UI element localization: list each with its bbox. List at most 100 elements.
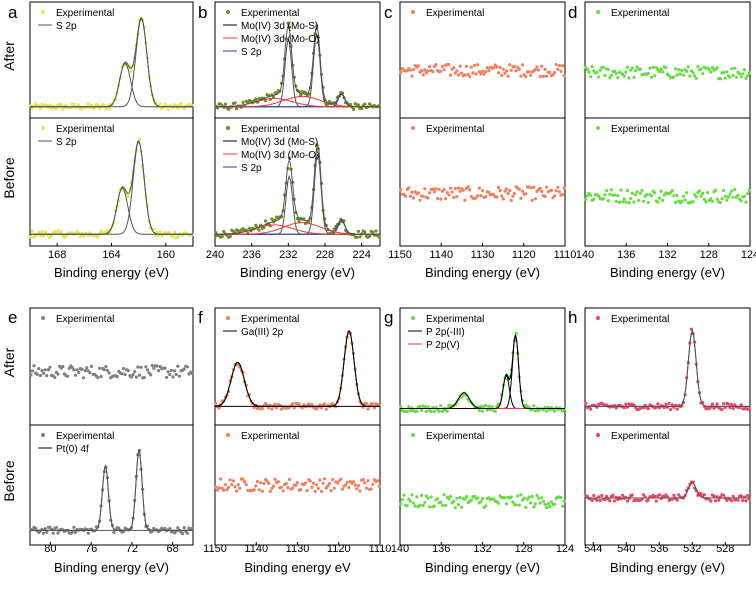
data-point <box>131 373 135 377</box>
fit-component-line <box>400 374 565 409</box>
data-point <box>485 408 489 412</box>
data-point <box>501 197 505 201</box>
data-point <box>352 480 356 484</box>
data-point <box>533 67 538 72</box>
data-point <box>432 409 436 414</box>
data-point <box>545 409 549 413</box>
data-point <box>440 64 445 68</box>
data-point <box>190 526 194 530</box>
data-point <box>584 197 588 201</box>
data-point <box>32 364 36 368</box>
data-point <box>469 498 473 502</box>
data-point <box>723 194 727 198</box>
data-point <box>707 68 711 72</box>
data-point <box>305 488 309 493</box>
subplot-e-before: Experimental Pt(0) 4f <box>29 424 194 546</box>
data-point <box>48 365 52 369</box>
data-point <box>96 376 100 380</box>
data-point <box>739 199 743 203</box>
legend-marker <box>41 316 45 320</box>
data-point <box>516 494 520 498</box>
tick-label: 140 <box>391 543 409 555</box>
data-point <box>294 483 298 487</box>
legend-label: P 2p(-III) <box>426 327 465 338</box>
tick-label: 124 <box>556 543 574 555</box>
data-point <box>112 530 116 535</box>
data-point <box>270 407 274 411</box>
data-point <box>332 486 336 490</box>
data-point <box>456 73 461 77</box>
data-point <box>541 499 546 503</box>
data-point <box>428 65 432 69</box>
data-point <box>255 479 260 484</box>
data-point <box>61 364 65 369</box>
data-point <box>710 402 715 406</box>
legend-label: Ga(III) 2p <box>241 327 284 338</box>
legend-marker <box>41 10 45 14</box>
data-point <box>424 409 428 413</box>
data-point <box>529 186 533 190</box>
data-point <box>747 71 751 75</box>
data-point <box>287 477 292 482</box>
legend-label: S 2p <box>56 137 77 148</box>
data-point <box>252 488 256 492</box>
data-point <box>747 407 751 411</box>
data-point <box>412 501 416 505</box>
data-point <box>29 235 33 239</box>
data-point <box>452 195 456 200</box>
data-point <box>476 194 480 198</box>
subplot-f-before: Experimental <box>214 424 381 546</box>
data-point <box>659 67 663 71</box>
data-point <box>710 66 715 70</box>
data-point <box>89 364 94 368</box>
data-point <box>746 74 750 78</box>
panel-label-h: h <box>568 308 577 327</box>
data-point <box>347 485 351 490</box>
data-point <box>171 375 175 379</box>
data-point <box>223 483 227 487</box>
data-point <box>436 497 440 501</box>
data-point <box>654 499 658 503</box>
data-point <box>356 229 360 233</box>
data-point <box>627 76 631 80</box>
data-point <box>517 503 521 507</box>
data-point <box>556 185 560 189</box>
data-point <box>670 403 674 407</box>
data-point <box>672 493 676 498</box>
data-point <box>501 67 505 71</box>
panel-label-d: d <box>568 3 577 22</box>
data-point <box>444 503 448 508</box>
data-point <box>712 494 716 498</box>
data-point <box>677 68 681 72</box>
tick-label: 224 <box>352 249 370 261</box>
legend-marker <box>411 316 415 320</box>
data-point <box>472 494 477 498</box>
data-point <box>219 477 223 481</box>
data-point <box>715 197 719 201</box>
data-point <box>630 191 634 195</box>
data-point <box>722 71 726 75</box>
data-point <box>360 107 364 111</box>
legend-marker <box>596 10 600 14</box>
tick-label: 1150 <box>203 543 227 555</box>
data-point <box>484 70 488 74</box>
tick-label: 228 <box>316 249 334 261</box>
data-point <box>590 498 594 502</box>
data-point <box>496 185 501 190</box>
data-point <box>736 193 740 197</box>
data-point <box>37 367 41 371</box>
fit-envelope-line <box>400 334 565 409</box>
data-point <box>656 67 660 72</box>
data-point <box>177 374 181 378</box>
legend-label: Experimental <box>241 431 299 442</box>
tick-label: 528 <box>716 543 734 555</box>
data-point <box>228 234 232 239</box>
data-point <box>509 495 513 499</box>
data-point <box>512 192 517 196</box>
data-point <box>40 230 44 234</box>
tick-label: 80 <box>44 543 56 555</box>
data-point <box>168 527 172 531</box>
data-point <box>185 365 189 369</box>
data-point <box>260 489 264 493</box>
data-point <box>233 101 237 105</box>
